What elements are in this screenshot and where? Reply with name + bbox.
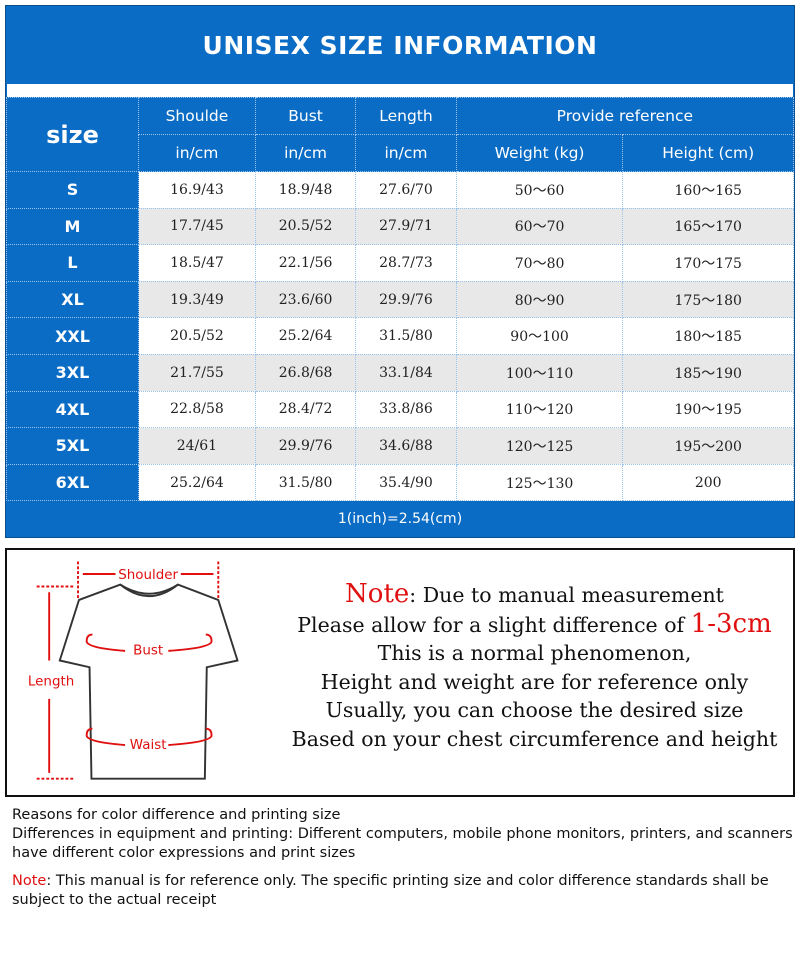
table-cell: 22.8/58: [138, 390, 256, 429]
length-header: Length: [355, 97, 457, 135]
table-row: XL 19.3/49 23.6/60 29.9/76 80～90 175～180: [6, 280, 794, 319]
disclaimer-note-label: Note: [12, 873, 47, 889]
table-cell: 35.4/90: [355, 463, 457, 502]
table-row: XXL 20.5/52 25.2/64 31.5/80 90～100 180～185: [6, 317, 794, 355]
size-label: L: [6, 244, 139, 282]
table-cell: 31.5/80: [254, 463, 357, 502]
size-label: 3XL: [6, 353, 139, 392]
table-cell: 60～70: [455, 207, 624, 246]
unit-header: in/cm: [138, 134, 256, 172]
table-cell: 26.8/68: [254, 353, 357, 392]
tolerance: 1-3cm: [690, 608, 772, 639]
size-header: size: [6, 97, 139, 172]
table-cell: 190～195: [622, 390, 794, 429]
note-line: Please allow for a slight difference of: [297, 612, 691, 637]
bust-label: Bust: [133, 644, 163, 659]
unit-header: in/cm: [355, 134, 457, 172]
size-table: size Shoulde Bust Length Provide referen…: [6, 97, 795, 502]
table-cell: 100～110: [455, 353, 624, 392]
table-cell: 90～100: [455, 317, 624, 355]
table-cell: 175～180: [622, 280, 794, 319]
shoulder-header: Shoulde: [138, 97, 256, 135]
table-cell: 18.5/47: [138, 244, 256, 282]
table-cell: 23.6/60: [254, 280, 357, 319]
waist-label: Waist: [130, 738, 167, 753]
disclaimer-body: Differences in equipment and printing: D…: [12, 826, 793, 861]
note-line: Usually, you can choose the desired size: [325, 698, 744, 722]
table-cell: 21.7/55: [138, 353, 256, 392]
disclaimer-note-text: : This manual is for reference only. The…: [12, 873, 769, 908]
table-cell: 125～130: [455, 463, 624, 502]
table-cell: 16.9/43: [138, 171, 256, 209]
measurement-panel: Shoulder Bust Length Waist Note: Due to …: [5, 548, 795, 797]
table-cell: 25.2/64: [138, 463, 256, 502]
table-cell: 170～175: [622, 244, 794, 282]
table-row: 6XL 25.2/64 31.5/80 35.4/90 125～130 200: [6, 463, 794, 502]
divider: [7, 84, 793, 97]
tshirt-diagram: Shoulder Bust Length Waist: [28, 561, 239, 780]
table-cell: 18.9/48: [254, 171, 357, 209]
table-row: 4XL 22.8/58 28.4/72 33.8/86 110～120 190～195: [6, 390, 794, 429]
table-row: 5XL 24/61 29.9/76 34.6/88 120～125 195～200: [6, 427, 794, 465]
chart-title: UNISEX SIZE INFORMATION: [202, 30, 598, 60]
table-row: L 18.5/47 22.1/56 28.7/73 70～80 170～175: [6, 244, 794, 282]
table-cell: 28.7/73: [355, 244, 457, 282]
note-line: This is a normal phenomenon,: [377, 641, 692, 665]
table-cell: 20.5/52: [138, 317, 256, 355]
table-cell: 195～200: [622, 427, 794, 465]
size-label: M: [6, 207, 139, 246]
table-cell: 27.9/71: [355, 207, 457, 246]
disclaimer: Reasons for color difference and printin…: [12, 806, 797, 910]
size-label: 4XL: [6, 390, 139, 429]
note-line: : Due to manual measurement: [409, 583, 724, 607]
table-cell: 20.5/52: [254, 207, 357, 246]
table-cell: 22.1/56: [254, 244, 357, 282]
bust-header: Bust: [254, 97, 357, 135]
table-cell: 24/61: [138, 427, 256, 465]
note-label: Note: [345, 579, 410, 609]
table-cell: 200: [622, 463, 794, 502]
table-cell: 80～90: [455, 280, 624, 319]
note-line: Based on your chest circumference and he…: [291, 726, 778, 751]
reference-header: Provide reference: [455, 97, 795, 135]
table-cell: 29.9/76: [355, 280, 457, 319]
shoulder-label: Shoulder: [118, 568, 178, 583]
size-label: S: [6, 171, 139, 209]
table-cell: 25.2/64: [254, 317, 357, 355]
table-cell: 19.3/49: [138, 280, 256, 319]
size-chart: UNISEX SIZE INFORMATION size Shoulde Bus…: [5, 5, 795, 538]
table-cell: 31.5/80: [355, 317, 457, 355]
table-cell: 17.7/45: [138, 207, 256, 246]
table-row: S 16.9/43 18.9/48 27.6/70 50～60 160～165: [6, 171, 794, 209]
note-line: Height and weight are for reference only: [320, 669, 749, 694]
table-row: M 17.7/45 20.5/52 27.9/71 60～70 165～170: [6, 207, 794, 246]
note-text: Note: Due to manual measurement Please a…: [282, 580, 787, 753]
table-cell: 110～120: [455, 390, 624, 429]
table-cell: 34.6/88: [355, 427, 457, 465]
weight-header: Weight (kg): [455, 134, 624, 172]
table-cell: 27.6/70: [355, 171, 457, 209]
size-label: 5XL: [6, 427, 139, 465]
size-label: XXL: [6, 317, 139, 355]
disclaimer-title: Reasons for color difference and printin…: [12, 807, 341, 823]
table-cell: 165～170: [622, 207, 794, 246]
table-cell: 180～185: [622, 317, 794, 355]
size-label: 6XL: [6, 463, 139, 502]
table-cell: 70～80: [455, 244, 624, 282]
table-cell: 120～125: [455, 427, 624, 465]
length-label: Length: [28, 674, 74, 689]
table-row: 3XL 21.7/55 26.8/68 33.1/84 100～110 185～190: [6, 353, 794, 392]
table-cell: 33.1/84: [355, 353, 457, 392]
table-cell: 33.8/86: [355, 390, 457, 429]
height-header: Height (cm): [622, 134, 794, 172]
unit-header: in/cm: [254, 134, 357, 172]
table-cell: 50～60: [455, 171, 624, 209]
conversion-note: 1(inch)=2.54(cm): [337, 511, 463, 527]
table-cell: 28.4/72: [254, 390, 357, 429]
table-cell: 29.9/76: [254, 427, 357, 465]
table-cell: 160～165: [622, 171, 794, 209]
size-label: XL: [6, 280, 139, 319]
table-cell: 185～190: [622, 353, 794, 392]
